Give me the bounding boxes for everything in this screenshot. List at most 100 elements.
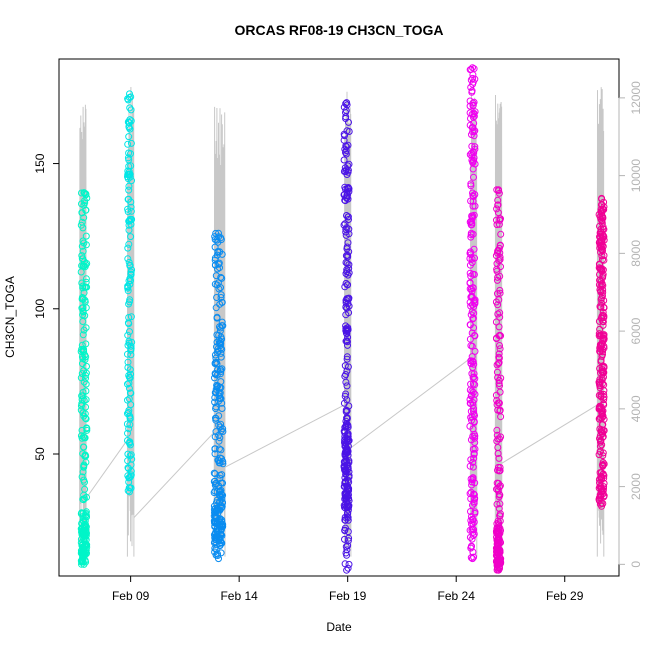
- data-point: [469, 432, 477, 440]
- data-point: [341, 535, 348, 543]
- data-point: [471, 412, 478, 419]
- data-point: [217, 522, 225, 530]
- data-point: [82, 508, 90, 516]
- data-point: [496, 512, 504, 520]
- data-point: [493, 479, 501, 487]
- data-point: [217, 337, 225, 345]
- data-point: [495, 563, 503, 571]
- data-point: [497, 215, 504, 223]
- data-point-min-RF14: [598, 502, 606, 510]
- data-point: [344, 537, 352, 545]
- data-point: [496, 500, 504, 508]
- data-point: [82, 415, 90, 423]
- y2-tick-label: 6000: [629, 317, 643, 344]
- data-point: [344, 191, 351, 199]
- data-point: [125, 300, 133, 308]
- data-point: [495, 380, 503, 387]
- x-tick-label: Feb 14: [220, 589, 258, 603]
- data-point: [125, 182, 133, 190]
- data-point-min-RF09: [126, 488, 133, 496]
- data-point: [493, 276, 501, 284]
- data-point: [471, 495, 479, 503]
- data-point: [82, 340, 90, 348]
- data-point: [126, 104, 134, 112]
- data-point: [343, 436, 351, 444]
- data-point: [466, 533, 474, 541]
- data-point: [495, 359, 503, 367]
- data-point: [469, 101, 477, 109]
- data-point: [470, 98, 478, 106]
- data-point: [344, 542, 352, 550]
- data-point: [493, 500, 501, 508]
- data-point: [126, 452, 134, 460]
- data-point: [342, 543, 350, 551]
- data-point: [496, 249, 504, 257]
- data-point: [125, 168, 133, 176]
- x-tick-label: Feb 19: [329, 589, 367, 603]
- data-point: [217, 291, 225, 299]
- data-point: [80, 378, 88, 386]
- data-point: [82, 275, 90, 283]
- data-point: [345, 309, 353, 317]
- data-point: [78, 426, 86, 434]
- data-point: [127, 271, 135, 279]
- data-point: [600, 364, 608, 372]
- data-point: [598, 485, 606, 493]
- data-point: [78, 189, 85, 197]
- data-point: [126, 116, 134, 124]
- data-point: [342, 150, 350, 158]
- data-point: [345, 534, 353, 542]
- data-point: [467, 229, 475, 237]
- data-point: [470, 271, 478, 278]
- data-point: [344, 195, 352, 203]
- data-point: [213, 236, 221, 244]
- data-point: [343, 192, 351, 200]
- y2-tick-label: 12000: [629, 81, 643, 115]
- altitude-connector-3: [350, 357, 471, 449]
- data-point: [125, 221, 133, 229]
- data-point: [215, 397, 223, 405]
- data-point: [471, 434, 479, 442]
- data-point: [496, 464, 504, 471]
- data-point: [599, 223, 607, 231]
- data-point: [596, 303, 604, 311]
- data-point: [218, 518, 226, 526]
- data-point: [467, 293, 475, 301]
- data-point: [78, 242, 86, 250]
- data-point: [599, 289, 607, 297]
- data-point: [125, 149, 133, 157]
- data-point: [126, 275, 134, 283]
- data-point: [342, 149, 349, 156]
- data-point: [597, 392, 605, 400]
- data-point: [215, 392, 223, 400]
- data-point: [599, 486, 607, 494]
- data-point: [494, 310, 502, 318]
- data-point: [79, 224, 87, 232]
- data-point: [125, 186, 133, 194]
- data-point: [343, 353, 351, 361]
- data-point: [219, 460, 227, 468]
- data-point: [342, 371, 350, 378]
- data-point: [127, 207, 135, 215]
- data-point: [496, 256, 504, 263]
- data-point: [343, 513, 351, 521]
- data-point: [468, 342, 476, 350]
- data-point: [495, 560, 503, 568]
- data-point: [345, 248, 353, 256]
- data-point: [344, 363, 352, 371]
- data-point: [598, 410, 606, 418]
- data-point: [82, 540, 89, 548]
- altitude-connector-0: [85, 439, 128, 499]
- data-point: [215, 336, 223, 344]
- data-point: [466, 335, 474, 343]
- x-tick-label: Feb 24: [438, 589, 476, 603]
- data-point: [126, 374, 134, 382]
- data-point: [82, 278, 90, 286]
- data-point-max-RF12: [469, 64, 476, 72]
- data-point: [343, 304, 351, 312]
- data-point: [598, 421, 606, 429]
- data-point: [596, 414, 604, 422]
- data-point: [83, 362, 90, 370]
- data-point: [470, 360, 478, 368]
- data-point: [469, 548, 477, 556]
